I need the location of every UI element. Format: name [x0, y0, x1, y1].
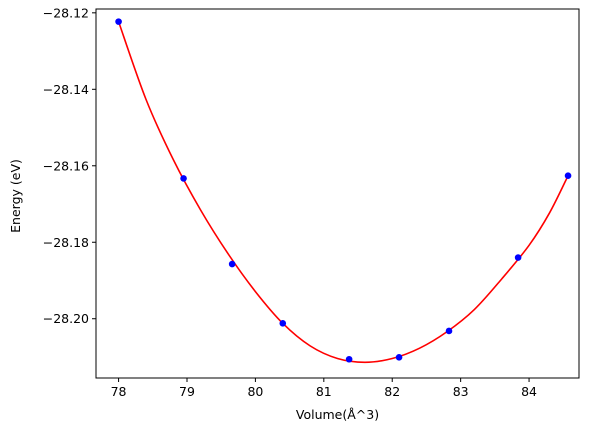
x-tick-label: 81	[316, 384, 332, 399]
fit-curve	[117, 21, 569, 364]
y-tick-label: −28.12	[43, 5, 89, 20]
x-tick-label: 78	[111, 384, 127, 399]
data-point	[445, 327, 453, 335]
y-tick-label: −28.20	[43, 311, 89, 326]
data-point	[514, 254, 522, 261]
data-point	[395, 354, 403, 361]
x-tick-label: 83	[453, 384, 469, 399]
plot-area	[115, 18, 572, 364]
axes-frame	[95, 8, 580, 379]
x-tick-label: 79	[179, 384, 195, 399]
y-tick-label: −28.14	[43, 82, 89, 97]
x-tick-label: 80	[247, 384, 263, 399]
y-tick-label: −28.16	[43, 158, 89, 173]
data-point	[345, 355, 353, 363]
x-tick-label: 82	[384, 384, 400, 399]
data-point	[564, 172, 572, 180]
data-point	[115, 18, 122, 25]
x-tick-label: 84	[521, 384, 537, 399]
x-axis-label: Volume(Å^3)	[296, 407, 379, 422]
y-axis-label: Energy (eV)	[8, 159, 23, 233]
data-point	[279, 320, 287, 327]
data-point	[180, 175, 187, 182]
axes: 78 79 80 81 82 83 84 −28.12 −28.14 −28.16 −28.18 −2…	[43, 5, 580, 399]
y-tick-label: −28.18	[43, 235, 89, 250]
data-point	[228, 260, 236, 268]
